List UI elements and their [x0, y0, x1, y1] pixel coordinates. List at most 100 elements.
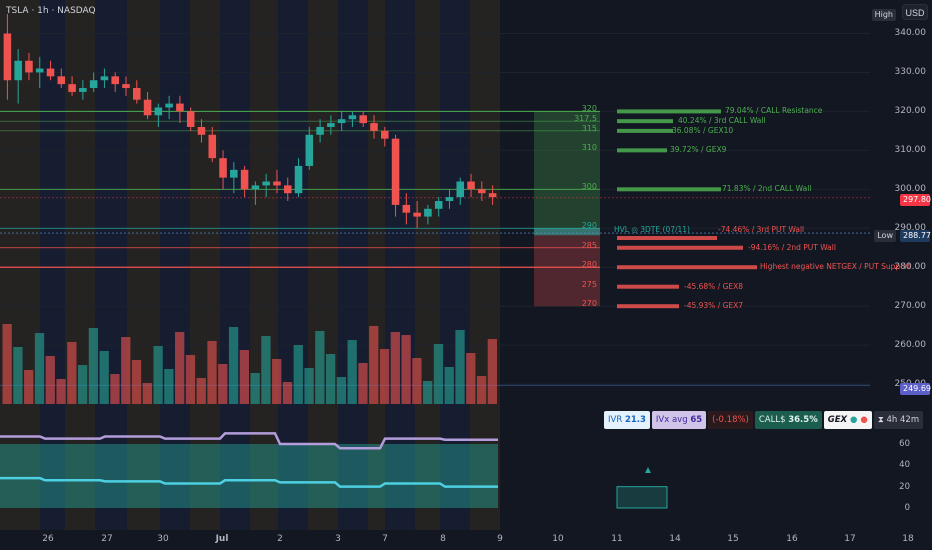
volume-bar: [293, 345, 303, 404]
level-value: 300: [581, 182, 597, 192]
volume-bar: [2, 324, 12, 404]
volume-bar: [153, 346, 163, 404]
candle-body: [154, 107, 163, 116]
price-tick: 280.00: [894, 262, 927, 273]
candle-body: [327, 123, 335, 127]
volume-bar: [369, 326, 379, 404]
gex-label: -94.16% / 2nd PUT Wall: [748, 242, 836, 252]
session-band: [415, 0, 440, 530]
gex-chip[interactable]: GEX ● ●: [823, 411, 872, 429]
volume-bar: [423, 381, 433, 404]
hourglass-icon: ⧗: [877, 415, 884, 425]
session-band: [250, 0, 278, 530]
volume-bar: [131, 360, 142, 404]
level-value: 315: [581, 123, 597, 133]
timer-chip[interactable]: ⧗ 4h 42m: [873, 411, 924, 429]
ivr-label: IVR: [608, 415, 623, 425]
low-price-tag: 288.77: [900, 230, 931, 242]
volume-bar: [476, 376, 487, 404]
session-band: [160, 0, 190, 530]
date-tick: Jul: [215, 534, 229, 544]
timer-value: 4h 42m: [886, 415, 920, 425]
session-band: [40, 0, 65, 530]
price-tick: 340.00: [894, 28, 927, 39]
oscillator-area: [0, 444, 498, 508]
candle-body: [251, 185, 260, 190]
volume-bar: [250, 373, 260, 404]
volume-bar: [185, 355, 196, 404]
calls-value: 36.5%: [788, 415, 818, 425]
session-band: [308, 0, 338, 530]
gex-red-dot-icon: ●: [860, 415, 868, 425]
date-tick: 9: [497, 534, 503, 544]
volume-bar: [34, 333, 45, 404]
level-value: 290: [581, 221, 597, 231]
candle-body: [100, 76, 109, 81]
volume-bar: [401, 335, 411, 404]
change-chip[interactable]: (-0.18%): [708, 411, 753, 429]
candle-body: [14, 60, 22, 81]
volume-bar: [358, 363, 368, 404]
volume-bar: [24, 370, 34, 404]
ivx-chip[interactable]: IVx avg 65: [651, 411, 707, 429]
oscillator-tick: 40: [899, 460, 910, 471]
volume-bar: [444, 367, 454, 404]
candle-body: [478, 189, 486, 194]
session-band: [440, 0, 470, 530]
date-tick: 18: [902, 534, 914, 544]
candle-body: [219, 158, 227, 178]
candle-body: [381, 130, 389, 139]
candle-body: [208, 134, 217, 159]
candle-body: [273, 181, 281, 186]
volume-bar: [304, 368, 314, 404]
ivx-line: [0, 432, 498, 450]
price-tick: 270.00: [894, 301, 927, 312]
candle-body: [391, 138, 400, 205]
calls-chip[interactable]: CALL$ 36.5%: [754, 411, 822, 429]
gex-bar: [617, 265, 757, 270]
gex-bar: [617, 148, 667, 153]
ivr-chip[interactable]: IVR 21.3: [604, 411, 650, 429]
candle-body: [348, 115, 357, 120]
candle-body: [488, 193, 497, 198]
candle-body: [25, 60, 33, 73]
level-value: 320: [581, 104, 597, 114]
volume-bar: [433, 344, 444, 404]
price-tick: 320.00: [894, 106, 927, 117]
gex-bar: [617, 304, 679, 309]
volume-bar: [455, 330, 465, 404]
candle-body: [186, 111, 195, 127]
session-band: [220, 0, 250, 530]
price-tick: 310.00: [894, 145, 927, 156]
candle-body: [434, 201, 443, 209]
hvl-zone: [534, 228, 600, 236]
candle-body: [294, 165, 303, 194]
volume-bar: [56, 379, 66, 404]
date-tick: 17: [844, 534, 856, 544]
up-arrow-icon: [645, 467, 651, 473]
candle-body: [337, 119, 346, 124]
volume-bar: [45, 356, 55, 404]
volume-bar: [412, 358, 422, 404]
volume-bar: [315, 331, 325, 404]
session-band: [470, 0, 500, 530]
level-value: 310: [581, 143, 597, 153]
gex-label: 71.83% / 2nd CALL Wall: [722, 184, 812, 194]
gex-label: 40.24% / 3rd CALL Wall: [678, 116, 766, 126]
candle-body: [79, 88, 87, 92]
candle-body: [359, 115, 367, 124]
volume-bar: [77, 365, 88, 404]
ivx-label: IVx avg: [655, 415, 688, 425]
session-band: [385, 0, 415, 530]
candle-body: [316, 126, 324, 135]
volume-bar: [325, 354, 336, 404]
session-band: [0, 0, 40, 530]
date-tick: 30: [157, 534, 169, 544]
date-tick: 3: [335, 534, 341, 544]
candle-body: [230, 169, 238, 178]
date-tick: 27: [101, 534, 113, 544]
currency-button[interactable]: USD: [902, 4, 928, 20]
volume-bar: [261, 336, 271, 404]
volume-bar: [218, 364, 228, 404]
